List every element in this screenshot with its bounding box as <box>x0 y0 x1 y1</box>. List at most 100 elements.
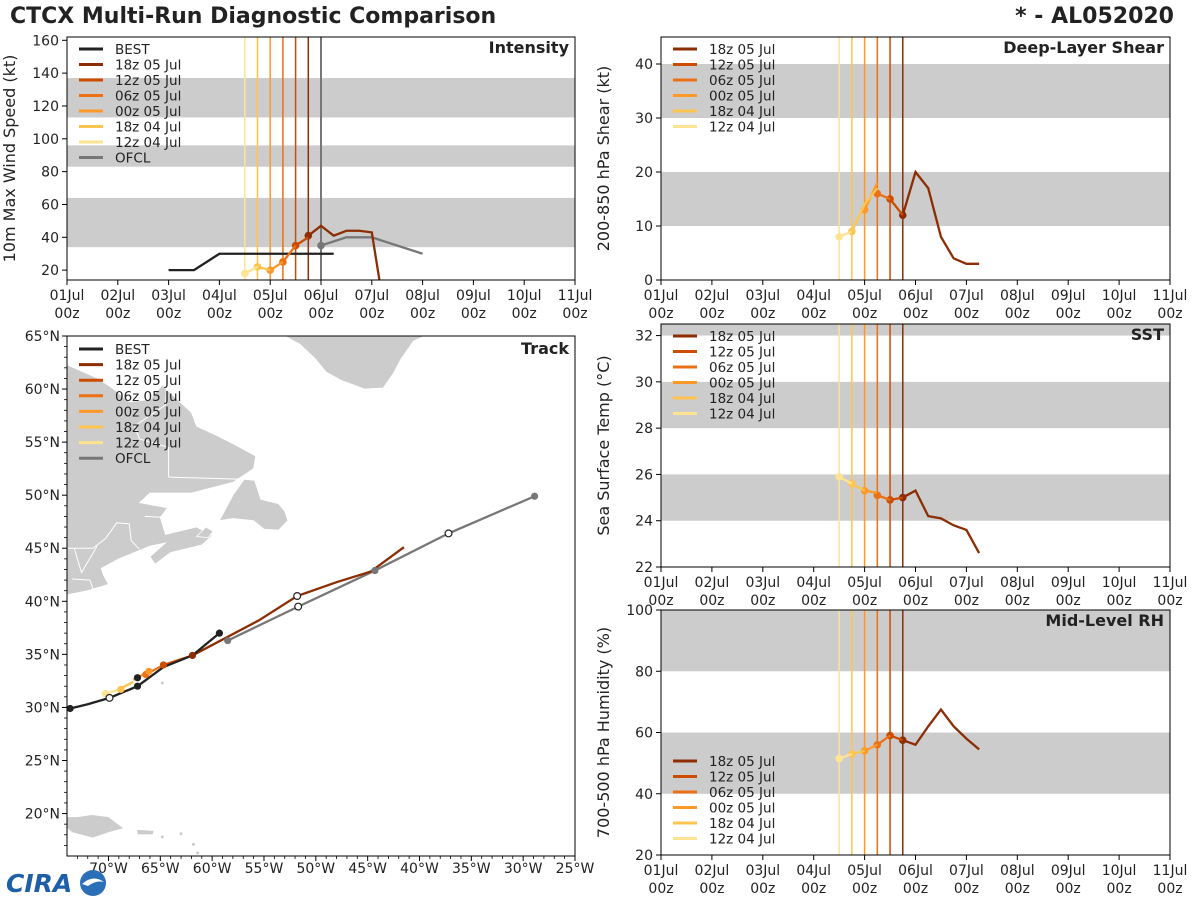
data-point <box>241 269 249 278</box>
track-point-open <box>294 602 303 611</box>
track-point <box>117 685 125 693</box>
x-tick-sublabel: 00z <box>648 881 673 897</box>
page-title: CTCX Multi-Run Diagnostic Comparison <box>10 4 497 29</box>
x-tick-label: 03Jul <box>151 288 186 304</box>
x-tick-label: 02Jul <box>100 288 135 304</box>
x-tick-label: 02Jul <box>695 575 730 591</box>
legend-label: 18z 04 Jul <box>115 120 181 136</box>
y-tick-label: 20 <box>635 165 653 181</box>
track-point <box>371 566 379 575</box>
x-tick-label: 04Jul <box>796 575 831 591</box>
y-tick-label: 55°N <box>25 435 60 451</box>
y-axis-label: Sea Surface Temp (°C) <box>594 355 613 535</box>
x-tick-sublabel: 00z <box>512 306 537 322</box>
panel-title: Deep-Layer Shear <box>1003 38 1164 57</box>
y-tick-label: 45°N <box>25 541 60 557</box>
y-tick-label: 24 <box>635 514 653 530</box>
border-state-ma <box>72 578 94 589</box>
y-tick-label: 140 <box>32 66 59 82</box>
legend-label: 18z 05 Jul <box>115 58 181 74</box>
shading-band <box>661 381 1170 429</box>
legend-label: 12z 05 Jul <box>709 345 775 361</box>
track-point <box>215 629 223 637</box>
legend-label: 18z 05 Jul <box>115 358 181 374</box>
y-tick-label: 30 <box>635 375 653 391</box>
x-tick-label: 10Jul <box>1102 288 1137 304</box>
x-tick-label: 04Jul <box>796 288 831 304</box>
land-small-island <box>160 681 164 685</box>
y-tick-label: 60°N <box>25 382 60 398</box>
track-line <box>69 632 221 710</box>
x-tick-sublabel: 00z <box>750 593 775 609</box>
x-tick-sublabel: 00z <box>1056 881 1081 897</box>
x-tick-sublabel: 00z <box>1056 306 1081 322</box>
y-tick-label: 22 <box>635 560 653 576</box>
series-line <box>850 187 879 232</box>
x-tick-label: 11Jul <box>1153 288 1188 304</box>
x-tick-label: 25°W <box>556 861 595 877</box>
legend-label: 00z 05 Jul <box>709 801 775 817</box>
cira-logo: CIRA <box>6 869 106 898</box>
land-cape-breton <box>195 526 214 539</box>
legend-label: 06z 05 Jul <box>115 89 181 105</box>
data-point <box>266 266 275 274</box>
x-tick-label: 09Jul <box>456 288 491 304</box>
x-tick-sublabel: 00z <box>54 306 79 322</box>
track-point <box>224 636 232 645</box>
data-point <box>835 754 843 763</box>
series-line <box>902 489 981 554</box>
x-tick-label: 06Jul <box>304 288 339 304</box>
shading-band <box>661 732 1170 794</box>
legend-label: 00z 05 Jul <box>709 376 775 392</box>
x-tick-label: 09Jul <box>1051 863 1086 879</box>
x-tick-label: 45°W <box>348 861 387 877</box>
legend-label: 12z 04 Jul <box>115 135 181 151</box>
x-tick-label: 01Jul <box>50 288 85 304</box>
legend-label: 06z 05 Jul <box>709 785 775 801</box>
panel-sst: 22 24 26 28 30 32 01Jul 00z 02Jul 00z 03Jul 00z 04Ju… <box>594 323 1188 609</box>
x-tick-sublabel: 00z <box>699 306 724 322</box>
legend-label: 12z 05 Jul <box>709 58 775 74</box>
x-tick-label: 10Jul <box>507 288 542 304</box>
series-line <box>901 169 980 265</box>
plot-area <box>661 324 1170 567</box>
legend-label: OFCL <box>115 151 151 167</box>
x-tick-label: 11Jul <box>1153 863 1188 879</box>
y-tick-label: 20 <box>635 848 653 864</box>
x-tick-sublabel: 00z <box>562 306 587 322</box>
shading-band <box>661 172 1170 226</box>
y-tick-label: 80 <box>635 664 653 680</box>
shading-band <box>661 610 1170 672</box>
panel-title: SST <box>1131 325 1164 344</box>
storm-id: * - AL052020 <box>1015 4 1174 29</box>
x-tick-label: 06Jul <box>898 288 933 304</box>
legend-label: BEST <box>115 42 150 58</box>
legend-label: 12z 04 Jul <box>709 120 775 136</box>
panel-title: Mid-Level RH <box>1045 611 1164 630</box>
x-tick-sublabel: 00z <box>852 593 877 609</box>
x-tick-sublabel: 00z <box>750 306 775 322</box>
x-tick-label: 11Jul <box>1153 575 1188 591</box>
y-tick-label: 160 <box>32 33 59 49</box>
x-tick-label: 30°W <box>504 861 543 877</box>
y-tick-label: 100 <box>626 603 653 619</box>
x-tick-sublabel: 00z <box>903 306 928 322</box>
y-tick-label: 25°N <box>25 753 60 769</box>
track-point <box>67 704 74 713</box>
x-tick-label: 07Jul <box>949 575 984 591</box>
track-point-open <box>105 693 114 702</box>
x-tick-label: 02Jul <box>695 288 730 304</box>
track-line <box>191 546 405 657</box>
x-tick-label: 10Jul <box>1102 863 1137 879</box>
x-tick-label: 08Jul <box>1000 288 1035 304</box>
y-tick-label: 35°N <box>25 647 60 663</box>
legend-label: 18z 04 Jul <box>709 391 775 407</box>
legend-label: 12z 05 Jul <box>115 373 181 389</box>
x-tick-sublabel: 00z <box>1005 306 1030 322</box>
x-tick-sublabel: 00z <box>1107 306 1132 322</box>
x-tick-sublabel: 00z <box>801 306 826 322</box>
shading-band <box>661 64 1170 118</box>
x-tick-label: 04Jul <box>796 863 831 879</box>
y-tick-label: 80 <box>41 165 59 181</box>
x-tick-label: 04Jul <box>202 288 237 304</box>
